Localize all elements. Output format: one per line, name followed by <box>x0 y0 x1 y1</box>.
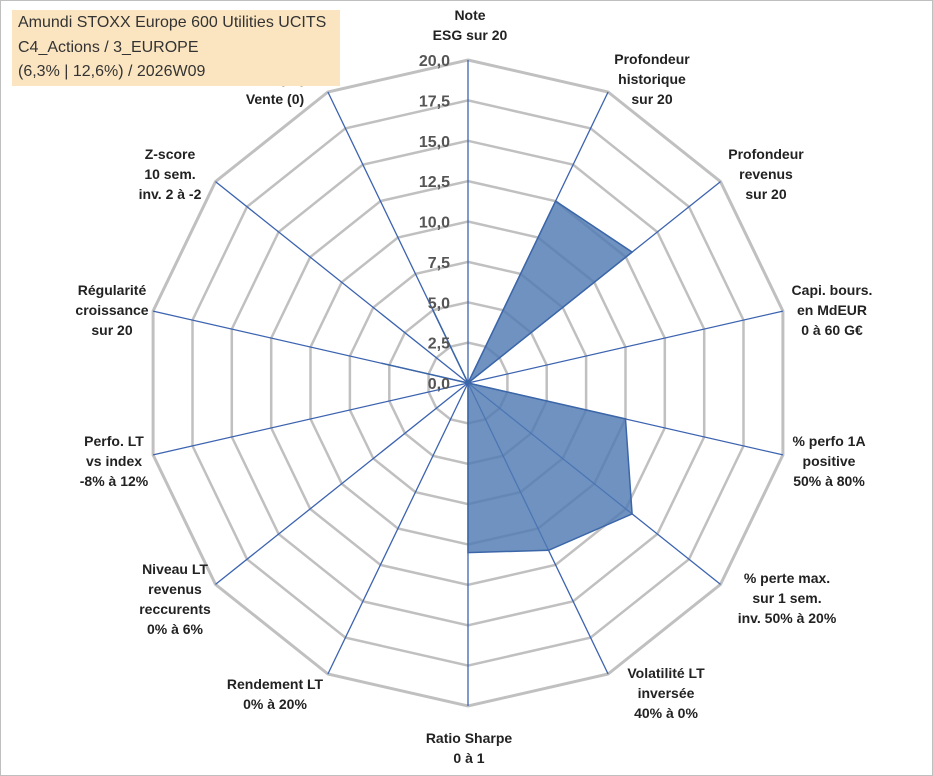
axis-label: Niveau LT revenus reccurents 0% à 6% <box>139 561 211 637</box>
axis-label: Profondeur historique sur 20 <box>614 51 690 107</box>
tick-label: 5,0 <box>428 295 450 312</box>
chart-title-line-3: (6,3% | 12,6%) / 2026W09 <box>18 63 206 80</box>
axis-spoke <box>467 310 784 384</box>
axis-label: Capi. bours. en MdEUR 0 à 60 G€ <box>792 282 873 338</box>
axis-spoke <box>327 382 469 675</box>
axis-spoke <box>215 382 469 585</box>
axis-label: Z-score 10 sem. inv. 2 à -2 <box>139 146 202 202</box>
tick-label: 10,0 <box>419 215 450 232</box>
tick-label: 2,5 <box>428 336 450 353</box>
axis-label: Profondeur revenus sur 20 <box>728 146 804 202</box>
tick-label: 20,0 <box>419 53 450 70</box>
axis-spoke <box>215 181 469 384</box>
tick-label: 7,5 <box>428 255 450 272</box>
axis-label: Note ESG sur 20 <box>433 7 508 43</box>
axis-label: Rendement LT 0% à 20% <box>227 676 324 712</box>
tick-label: 0,0 <box>428 376 450 393</box>
axis-label: Perfo. LT vs index -8% à 12% <box>80 433 149 489</box>
axis-spoke <box>152 382 469 456</box>
axis-label: % perte max. sur 1 sem. inv. 50% à 20% <box>738 570 837 626</box>
chart-title-box: Amundi STOXX Europe 600 Utilities UCITS … <box>12 10 340 86</box>
series-area <box>381 199 634 554</box>
tick-label: 17,5 <box>419 93 450 110</box>
axis-label: Régularité croissance sur 20 <box>75 282 148 338</box>
radial-tick-labels: 0,0 2,5 5,0 7,5 10,0 12,5 15,0 17,5 20,0 <box>419 53 450 393</box>
tick-label: 15,0 <box>419 134 450 151</box>
axis-label: Volatilité LT inversée 40% à 0% <box>627 665 705 721</box>
tick-label: 12,5 <box>419 174 450 191</box>
chart-title-line-1: Amundi STOXX Europe 600 Utilities UCITS <box>18 14 327 31</box>
chart-title-line-2: C4_Actions / 3_EUROPE <box>18 39 199 56</box>
axis-label: % perfo 1A positive 50% à 80% <box>792 433 865 489</box>
axis-label: Ratio Sharpe 0 à 1 <box>426 730 513 766</box>
